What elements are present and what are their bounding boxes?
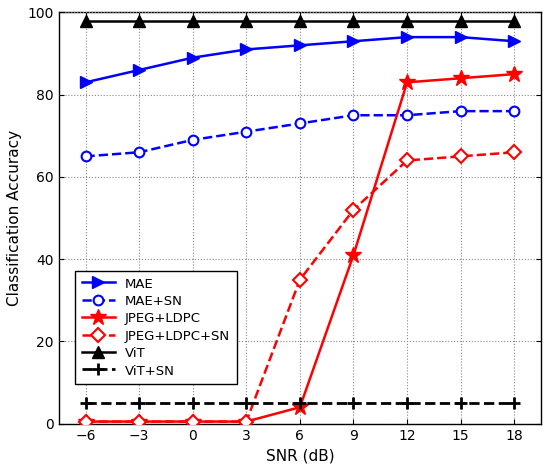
- Line: MAE: MAE: [80, 31, 520, 88]
- Line: ViT: ViT: [79, 15, 521, 27]
- MAE+SN: [82, 154, 89, 159]
- Line: ViT+SN: ViT+SN: [79, 397, 521, 409]
- MAE+SN: [190, 137, 196, 143]
- JPEG+LDPC: [243, 419, 249, 424]
- MAE+SN: [136, 149, 142, 155]
- JPEG+LDPC+SN: [458, 154, 464, 159]
- ViT+SN: [350, 400, 357, 406]
- MAE+SN: [458, 108, 464, 114]
- ViT+SN: [82, 400, 89, 406]
- ViT: [190, 18, 196, 24]
- ViT: [458, 18, 464, 24]
- JPEG+LDPC+SN: [511, 149, 517, 155]
- JPEG+LDPC+SN: [296, 277, 303, 282]
- ViT: [82, 18, 89, 24]
- JPEG+LDPC+SN: [82, 419, 89, 424]
- MAE: [404, 34, 410, 40]
- JPEG+LDPC: [404, 79, 410, 85]
- JPEG+LDPC: [458, 75, 464, 81]
- MAE+SN: [511, 108, 517, 114]
- MAE+SN: [243, 129, 249, 134]
- ViT+SN: [243, 400, 249, 406]
- MAE: [136, 67, 142, 73]
- MAE+SN: [404, 112, 410, 118]
- ViT+SN: [404, 400, 410, 406]
- Line: JPEG+LDPC: JPEG+LDPC: [77, 66, 523, 430]
- ViT: [350, 18, 357, 24]
- MAE: [190, 55, 196, 61]
- JPEG+LDPC+SN: [404, 157, 410, 163]
- X-axis label: SNR (dB): SNR (dB): [266, 448, 334, 463]
- ViT+SN: [136, 400, 142, 406]
- MAE: [511, 39, 517, 44]
- Line: JPEG+LDPC+SN: JPEG+LDPC+SN: [81, 148, 519, 426]
- MAE: [296, 42, 303, 48]
- JPEG+LDPC+SN: [136, 419, 142, 424]
- MAE: [350, 39, 357, 44]
- ViT: [296, 18, 303, 24]
- JPEG+LDPC+SN: [190, 419, 196, 424]
- JPEG+LDPC: [136, 419, 142, 424]
- Y-axis label: Classification Accuracy: Classification Accuracy: [7, 130, 22, 306]
- JPEG+LDPC: [82, 419, 89, 424]
- JPEG+LDPC: [350, 252, 357, 258]
- MAE+SN: [296, 121, 303, 126]
- ViT: [243, 18, 249, 24]
- Line: MAE+SN: MAE+SN: [81, 106, 519, 161]
- JPEG+LDPC: [296, 404, 303, 410]
- JPEG+LDPC+SN: [243, 419, 249, 424]
- MAE: [82, 79, 89, 85]
- JPEG+LDPC+SN: [350, 207, 357, 212]
- ViT: [404, 18, 410, 24]
- ViT+SN: [190, 400, 196, 406]
- ViT+SN: [511, 400, 517, 406]
- Legend: MAE, MAE+SN, JPEG+LDPC, JPEG+LDPC+SN, ViT, ViT+SN: MAE, MAE+SN, JPEG+LDPC, JPEG+LDPC+SN, Vi…: [75, 271, 237, 384]
- JPEG+LDPC: [511, 71, 517, 77]
- MAE: [458, 34, 464, 40]
- MAE+SN: [350, 112, 357, 118]
- MAE: [243, 47, 249, 52]
- ViT: [136, 18, 142, 24]
- ViT+SN: [458, 400, 464, 406]
- ViT+SN: [296, 400, 303, 406]
- JPEG+LDPC: [190, 419, 196, 424]
- ViT: [511, 18, 517, 24]
